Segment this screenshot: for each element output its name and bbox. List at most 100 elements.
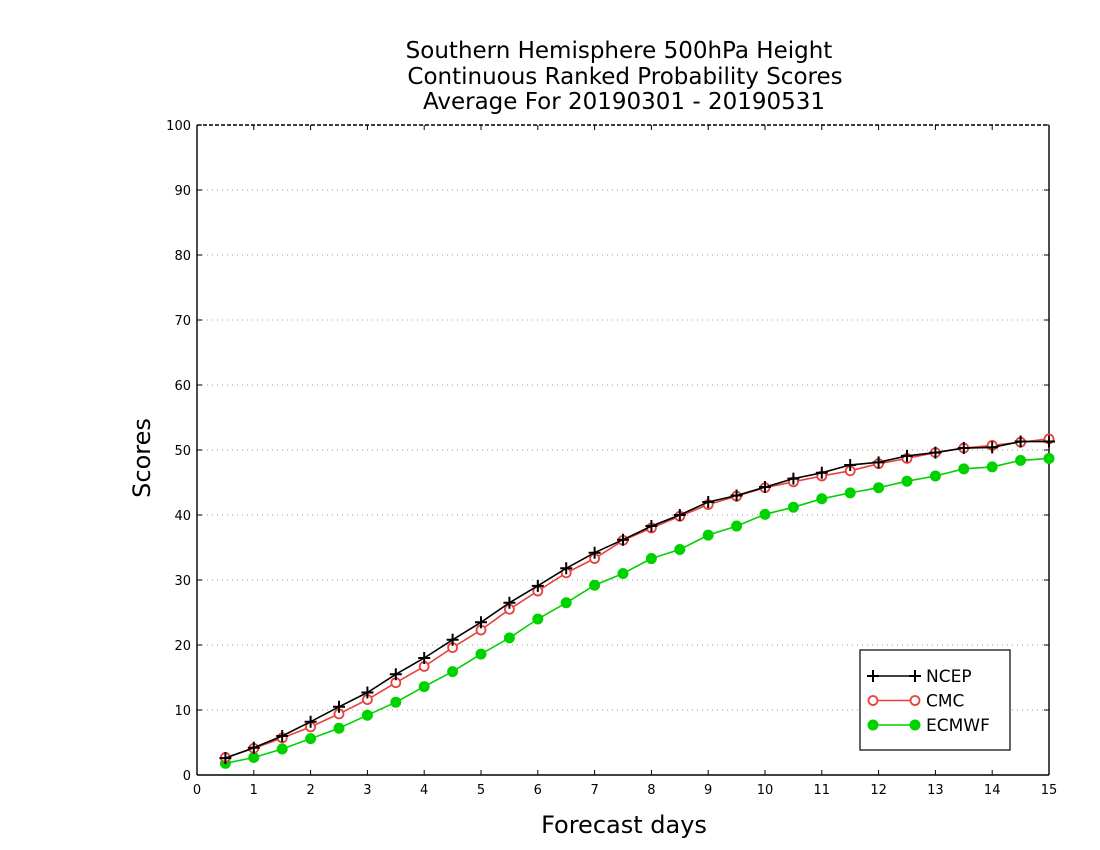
data-point-ncep-0 [219,752,232,765]
data-point-ncep-18 [730,489,743,502]
data-point-ncep-20 [787,472,800,485]
y-tick-label-100: 100 [166,119,191,134]
chart-title-line-1: Southern Hemisphere 500hPa Height [406,38,833,64]
data-point-ecmwf-19 [759,508,771,520]
data-point-ncep-17 [702,496,715,508]
series-ncep [219,435,1055,765]
data-point-ncep-11 [531,579,544,592]
x-tick-label-13: 13 [927,783,944,798]
x-tick-label-7: 7 [590,783,598,798]
legend-marker-ecmwf-b [909,719,921,731]
data-point-ecmwf-5 [361,709,373,721]
y-tick-label-10: 10 [174,704,191,719]
data-point-ncep-29 [1043,435,1055,448]
y-tick-label-80: 80 [174,249,191,264]
data-point-ncep-28 [1014,435,1027,448]
data-point-ncep-5 [361,686,374,699]
x-axis-label: Forecast days [541,811,707,839]
legend-marker-cmc-b [909,695,921,706]
x-tick-label-11: 11 [814,783,831,798]
x-tick-label-3: 3 [363,783,371,798]
chart-title-line-2: Continuous Ranked Probability Scores [407,64,842,90]
x-tick-label-6: 6 [534,783,542,798]
data-point-ncep-23 [872,456,885,469]
y-axis-label: Scores [128,418,156,498]
data-point-ecmwf-11 [532,613,544,625]
data-point-ecmwf-15 [645,553,657,565]
x-tick-label-8: 8 [647,783,655,798]
data-point-ncep-26 [957,442,970,455]
legend-label-ncep: NCEP [926,667,972,687]
x-tick-label-10: 10 [757,783,774,798]
data-point-ncep-10 [503,596,516,609]
x-tick-label-1: 1 [250,783,258,798]
data-point-ncep-21 [815,466,828,479]
legend-label-ecmwf: ECMWF [926,716,990,736]
data-point-ncep-22 [844,458,857,471]
data-point-ecmwf-8 [447,666,459,678]
data-point-ecmwf-24 [901,475,913,487]
chart-title-line-3: Average For 20190301 - 20190531 [423,89,825,115]
y-tick-label-60: 60 [174,379,191,394]
legend-marker-ncep-a [867,670,879,682]
legend-label-cmc: CMC [926,692,964,712]
legend-marker-ecmwf-a [867,719,879,731]
data-point-ncep-25 [929,446,942,459]
data-point-ecmwf-13 [589,579,601,591]
y-tick-label-90: 90 [174,184,191,199]
data-point-ecmwf-23 [873,482,885,494]
data-point-ncep-3 [304,715,317,728]
data-point-ecmwf-28 [1015,454,1027,466]
data-point-ecmwf-2 [276,743,288,755]
data-point-ncep-24 [901,449,913,462]
data-point-ncep-14 [617,533,629,546]
x-tick-label-0: 0 [193,783,201,798]
y-ticks: 0 10 20 30 40 50 60 70 80 90 100 [166,119,1049,784]
data-point-ecmwf-9 [475,648,487,660]
x-tick-label-14: 14 [984,783,1001,798]
data-point-ecmwf-26 [958,463,970,475]
data-point-ecmwf-17 [702,529,714,541]
data-point-ncep-7 [418,652,431,664]
legend-item-ncep: NCEP [867,667,972,687]
x-tick-label-15: 15 [1041,783,1058,798]
data-point-ncep-9 [475,616,487,629]
y-tick-label-50: 50 [174,444,191,459]
data-point-ecmwf-29 [1043,452,1055,464]
data-point-ecmwf-20 [787,501,799,513]
legend-marker-ncep-b [909,670,921,682]
data-point-ncep-2 [276,730,289,742]
data-point-ecmwf-12 [560,597,572,609]
series-layer [219,433,1055,769]
data-point-ecmwf-10 [503,632,515,644]
data-point-ecmwf-21 [816,493,828,505]
data-point-ecmwf-18 [731,520,743,532]
y-tick-label-30: 30 [174,574,191,589]
data-point-ncep-15 [645,520,658,533]
data-point-ecmwf-22 [844,487,856,499]
y-tick-label-40: 40 [174,509,191,524]
x-tick-label-5: 5 [477,783,485,798]
data-point-ncep-13 [588,546,601,559]
data-point-ncep-12 [560,562,573,575]
data-point-ecmwf-6 [390,696,402,708]
data-point-ncep-19 [759,481,771,494]
legend-item-cmc: CMC [867,692,964,712]
data-point-ecmwf-7 [418,681,430,693]
series-ecmwf [219,452,1055,769]
y-tick-label-70: 70 [174,314,191,329]
data-point-ecmwf-27 [986,461,998,473]
data-point-ecmwf-4 [333,722,345,734]
data-point-ncep-27 [986,441,999,454]
data-point-ncep-4 [333,700,345,713]
legend-marker-cmc-a [867,695,879,706]
data-point-ncep-8 [446,633,459,646]
x-ticks: 0 1 2 3 4 5 6 7 8 9 10 11 12 13 14 15 [193,125,1057,798]
data-point-ecmwf-25 [929,470,941,482]
x-tick-label-4: 4 [420,783,428,798]
grid-lines [197,189,1049,711]
data-point-ecmwf-14 [617,568,629,579]
legend: NCEP CMC ECMWF [859,649,1011,751]
y-tick-label-20: 20 [174,639,191,654]
